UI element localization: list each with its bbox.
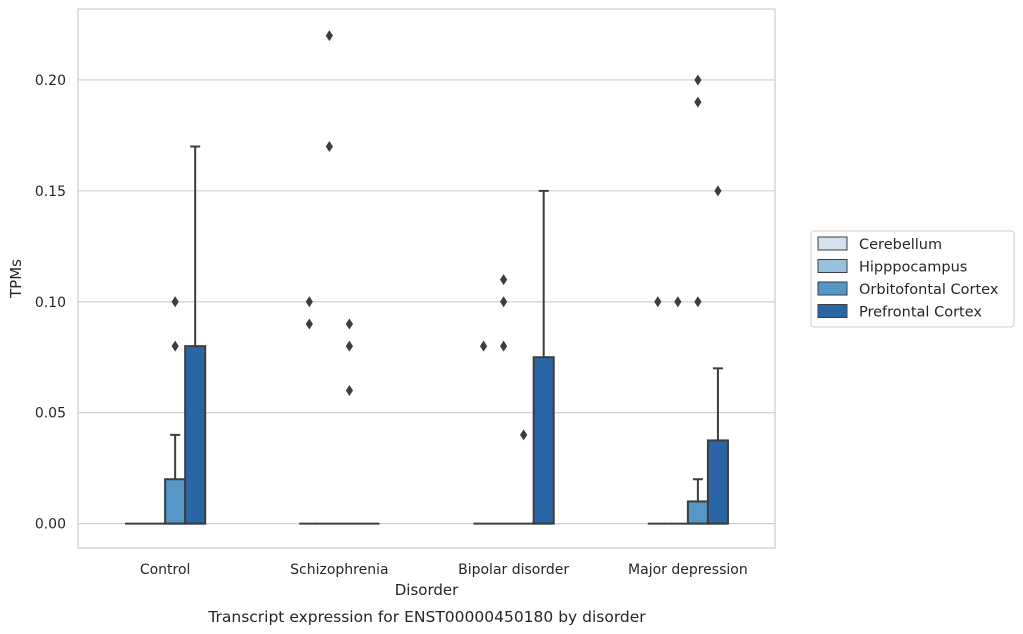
y-tick-label: 0.00: [35, 517, 66, 533]
box-orbitofontal-cortex-3: [686, 478, 709, 525]
box: [184, 345, 207, 525]
outlier-point: [171, 340, 179, 352]
y-axis-label: TPMs: [7, 259, 25, 299]
box: [686, 500, 709, 525]
box-prefrontal-cortex-0: [184, 145, 207, 525]
legend-swatch: [817, 259, 848, 273]
plot-frame: [77, 8, 776, 549]
outlier-point: [305, 296, 313, 308]
legend: Cerebellum Hipppocampus Orbitofontal Corte…: [810, 230, 1015, 328]
outlier-point: [305, 318, 313, 330]
box-prefrontal-cortex-3: [706, 367, 729, 525]
legend-label: Hipppocampus: [859, 260, 967, 276]
outlier-point: [345, 318, 353, 330]
outlier-point: [500, 340, 508, 352]
legend-item: Cerebellum: [817, 236, 942, 253]
y-tick-label: 0.10: [35, 295, 66, 311]
box: [706, 439, 729, 525]
outlier-point: [714, 185, 722, 197]
outlier-point: [674, 296, 682, 308]
x-tick-label: Bipolar disorder: [458, 562, 569, 578]
legend-label: Cerebellum: [859, 237, 942, 253]
outlier-point: [345, 340, 353, 352]
legend-label: Orbitofontal Cortex: [859, 282, 999, 298]
legend-swatch: [817, 304, 848, 318]
x-tick-label: Control: [140, 562, 191, 578]
legend-label: Prefrontal Cortex: [859, 305, 982, 321]
outlier-point: [500, 274, 508, 286]
legend-swatch: [817, 281, 848, 296]
outlier-point: [345, 385, 353, 397]
outlier-point: [694, 296, 702, 308]
legend-swatch: [817, 236, 848, 251]
x-axis-ticks: Control Schizophrenia Bipolar disorder Majo…: [140, 562, 748, 578]
x-axis-label: Disorder: [395, 581, 459, 599]
outlier-point: [325, 141, 333, 153]
box-orbitofontal-cortex-0: [164, 433, 187, 525]
outlier-point: [694, 74, 702, 86]
chart-caption: Transcript expression for ENST0000045018…: [207, 608, 646, 626]
x-tick-label: Major depression: [628, 562, 748, 578]
outlier-point: [325, 30, 333, 42]
x-tick-label: Schizophrenia: [290, 562, 388, 578]
y-tick-label: 0.05: [35, 406, 66, 422]
legend-item: Orbitofontal Cortex: [817, 281, 999, 298]
box: [532, 356, 555, 525]
y-tick-label: 0.15: [35, 184, 66, 200]
gridlines: [78, 79, 775, 525]
outlier-point: [520, 429, 528, 441]
outlier-point: [654, 296, 662, 308]
box: [164, 478, 187, 525]
outlier-point: [171, 296, 179, 308]
y-axis-ticks: 0.00 0.05 0.10 0.15 0.20: [35, 73, 66, 533]
legend-frame: [810, 230, 1015, 328]
legend-item: Hipppocampus: [817, 259, 967, 276]
legend-item: Prefrontal Cortex: [817, 304, 982, 321]
outlier-point: [694, 96, 702, 108]
box-prefrontal-cortex-2: [532, 189, 555, 525]
boxes: [125, 145, 729, 525]
outlier-point: [500, 296, 508, 308]
outliers: [171, 30, 722, 441]
y-tick-label: 0.20: [35, 73, 66, 89]
outlier-point: [479, 340, 488, 352]
